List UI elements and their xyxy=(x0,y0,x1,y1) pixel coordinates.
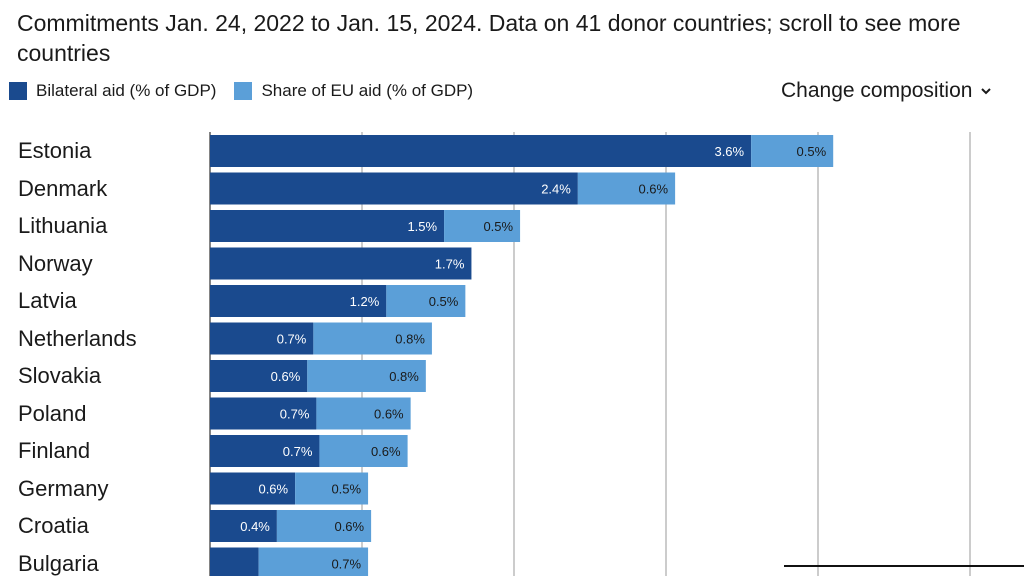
legend-label-bilateral: Bilateral aid (% of GDP) xyxy=(36,81,217,100)
bar-value-label: 1.2% xyxy=(350,294,380,309)
bar-bilateral[interactable] xyxy=(210,472,296,505)
bar-value-label: 0.7% xyxy=(283,444,313,459)
bar-value-label: 0.6% xyxy=(638,182,668,197)
bar-bilateral[interactable] xyxy=(210,210,445,242)
bar-bilateral[interactable] xyxy=(210,435,320,467)
scroll-divider xyxy=(784,565,1024,567)
chart-area[interactable]: Estonia Denmark Lithuania Norway Latvia Nethe… xyxy=(0,128,1024,576)
bar-bilateral[interactable] xyxy=(210,547,259,576)
bar-value-label: 0.5% xyxy=(429,294,459,309)
bar-eu[interactable] xyxy=(276,510,372,542)
legend-swatch-eu xyxy=(234,82,253,100)
bar-bilateral[interactable] xyxy=(210,510,277,542)
country-label: Norway xyxy=(18,250,93,276)
bar-eu[interactable] xyxy=(316,397,411,430)
bar-value-label: 0.5% xyxy=(797,144,827,159)
country-label: Slovakia xyxy=(18,363,102,388)
country-label: Denmark xyxy=(18,175,108,201)
bar-bilateral[interactable] xyxy=(210,247,472,280)
bar-bilateral[interactable] xyxy=(210,322,314,355)
country-label: Croatia xyxy=(18,513,89,538)
change-composition-dropdown[interactable]: Change composition xyxy=(781,79,992,103)
bar-value-label: 1.7% xyxy=(435,257,465,272)
bar-value-label: 2.4% xyxy=(541,182,571,197)
legend-item-eu: Share of EU aid (% of GDP) xyxy=(234,81,473,101)
bar-value-label: 0.8% xyxy=(389,369,419,384)
bar-eu[interactable] xyxy=(386,285,466,317)
chevron-down-icon xyxy=(981,88,992,95)
country-label: Netherlands xyxy=(18,325,137,351)
bar-value-label: 1.5% xyxy=(407,219,437,234)
bar-bilateral[interactable] xyxy=(210,285,387,317)
legend-label-eu: Share of EU aid (% of GDP) xyxy=(261,81,474,100)
country-label: Finland xyxy=(18,438,91,463)
bar-bilateral[interactable] xyxy=(210,172,578,205)
bar-value-label: 0.7% xyxy=(331,557,361,572)
bar-value-label: 0.8% xyxy=(395,332,425,347)
bar-eu[interactable] xyxy=(319,435,408,467)
bar-eu[interactable] xyxy=(577,172,676,205)
bar-eu[interactable] xyxy=(313,322,432,355)
bar-value-label: 0.5% xyxy=(331,482,361,497)
country-label: Bulgaria xyxy=(18,550,99,576)
legend-item-bilateral: Bilateral aid (% of GDP) xyxy=(9,81,216,101)
bar-value-label: 0.6% xyxy=(271,369,301,384)
bar-eu[interactable] xyxy=(307,360,426,392)
bar-value-label: 0.4% xyxy=(240,519,270,534)
bar-eu[interactable] xyxy=(751,135,834,167)
bar-bilateral[interactable] xyxy=(210,397,317,430)
bar-value-label: 0.6% xyxy=(258,482,288,497)
bar-value-label: 0.6% xyxy=(374,407,404,422)
country-label: Poland xyxy=(18,400,87,426)
bar-eu[interactable] xyxy=(295,472,369,505)
bar-value-label: 0.5% xyxy=(483,219,513,234)
bar-bilateral[interactable] xyxy=(210,360,308,392)
bar-eu[interactable] xyxy=(258,547,369,576)
legend-swatch-bilateral xyxy=(9,82,27,100)
bar-chart: 3.6% 0.5% 2.4% 0.6% 1.5% 0.5% 1.7% 1.2% 0.5% 0.7%… xyxy=(209,132,971,576)
country-label: Lithuania xyxy=(18,213,108,238)
chart-subtitle: Commitments Jan. 24, 2022 to Jan. 15, 20… xyxy=(17,10,961,66)
change-composition-label: Change composition xyxy=(781,79,973,102)
bar-value-label: 0.6% xyxy=(371,444,401,459)
country-label: Estonia xyxy=(18,138,92,163)
bar-value-label: 0.7% xyxy=(277,332,307,347)
bar-value-label: 3.6% xyxy=(714,144,744,159)
country-label: Latvia xyxy=(18,288,77,313)
bar-eu[interactable] xyxy=(444,210,521,242)
country-label: Germany xyxy=(18,475,109,501)
bar-value-label: 0.7% xyxy=(280,407,310,422)
bar-value-label: 0.6% xyxy=(334,519,364,534)
legend: Bilateral aid (% of GDP) Share of EU aid… xyxy=(9,81,491,101)
bar-bilateral[interactable] xyxy=(210,135,752,167)
country-labels: Estonia Denmark Lithuania Norway Latvia Nethe… xyxy=(0,128,205,576)
